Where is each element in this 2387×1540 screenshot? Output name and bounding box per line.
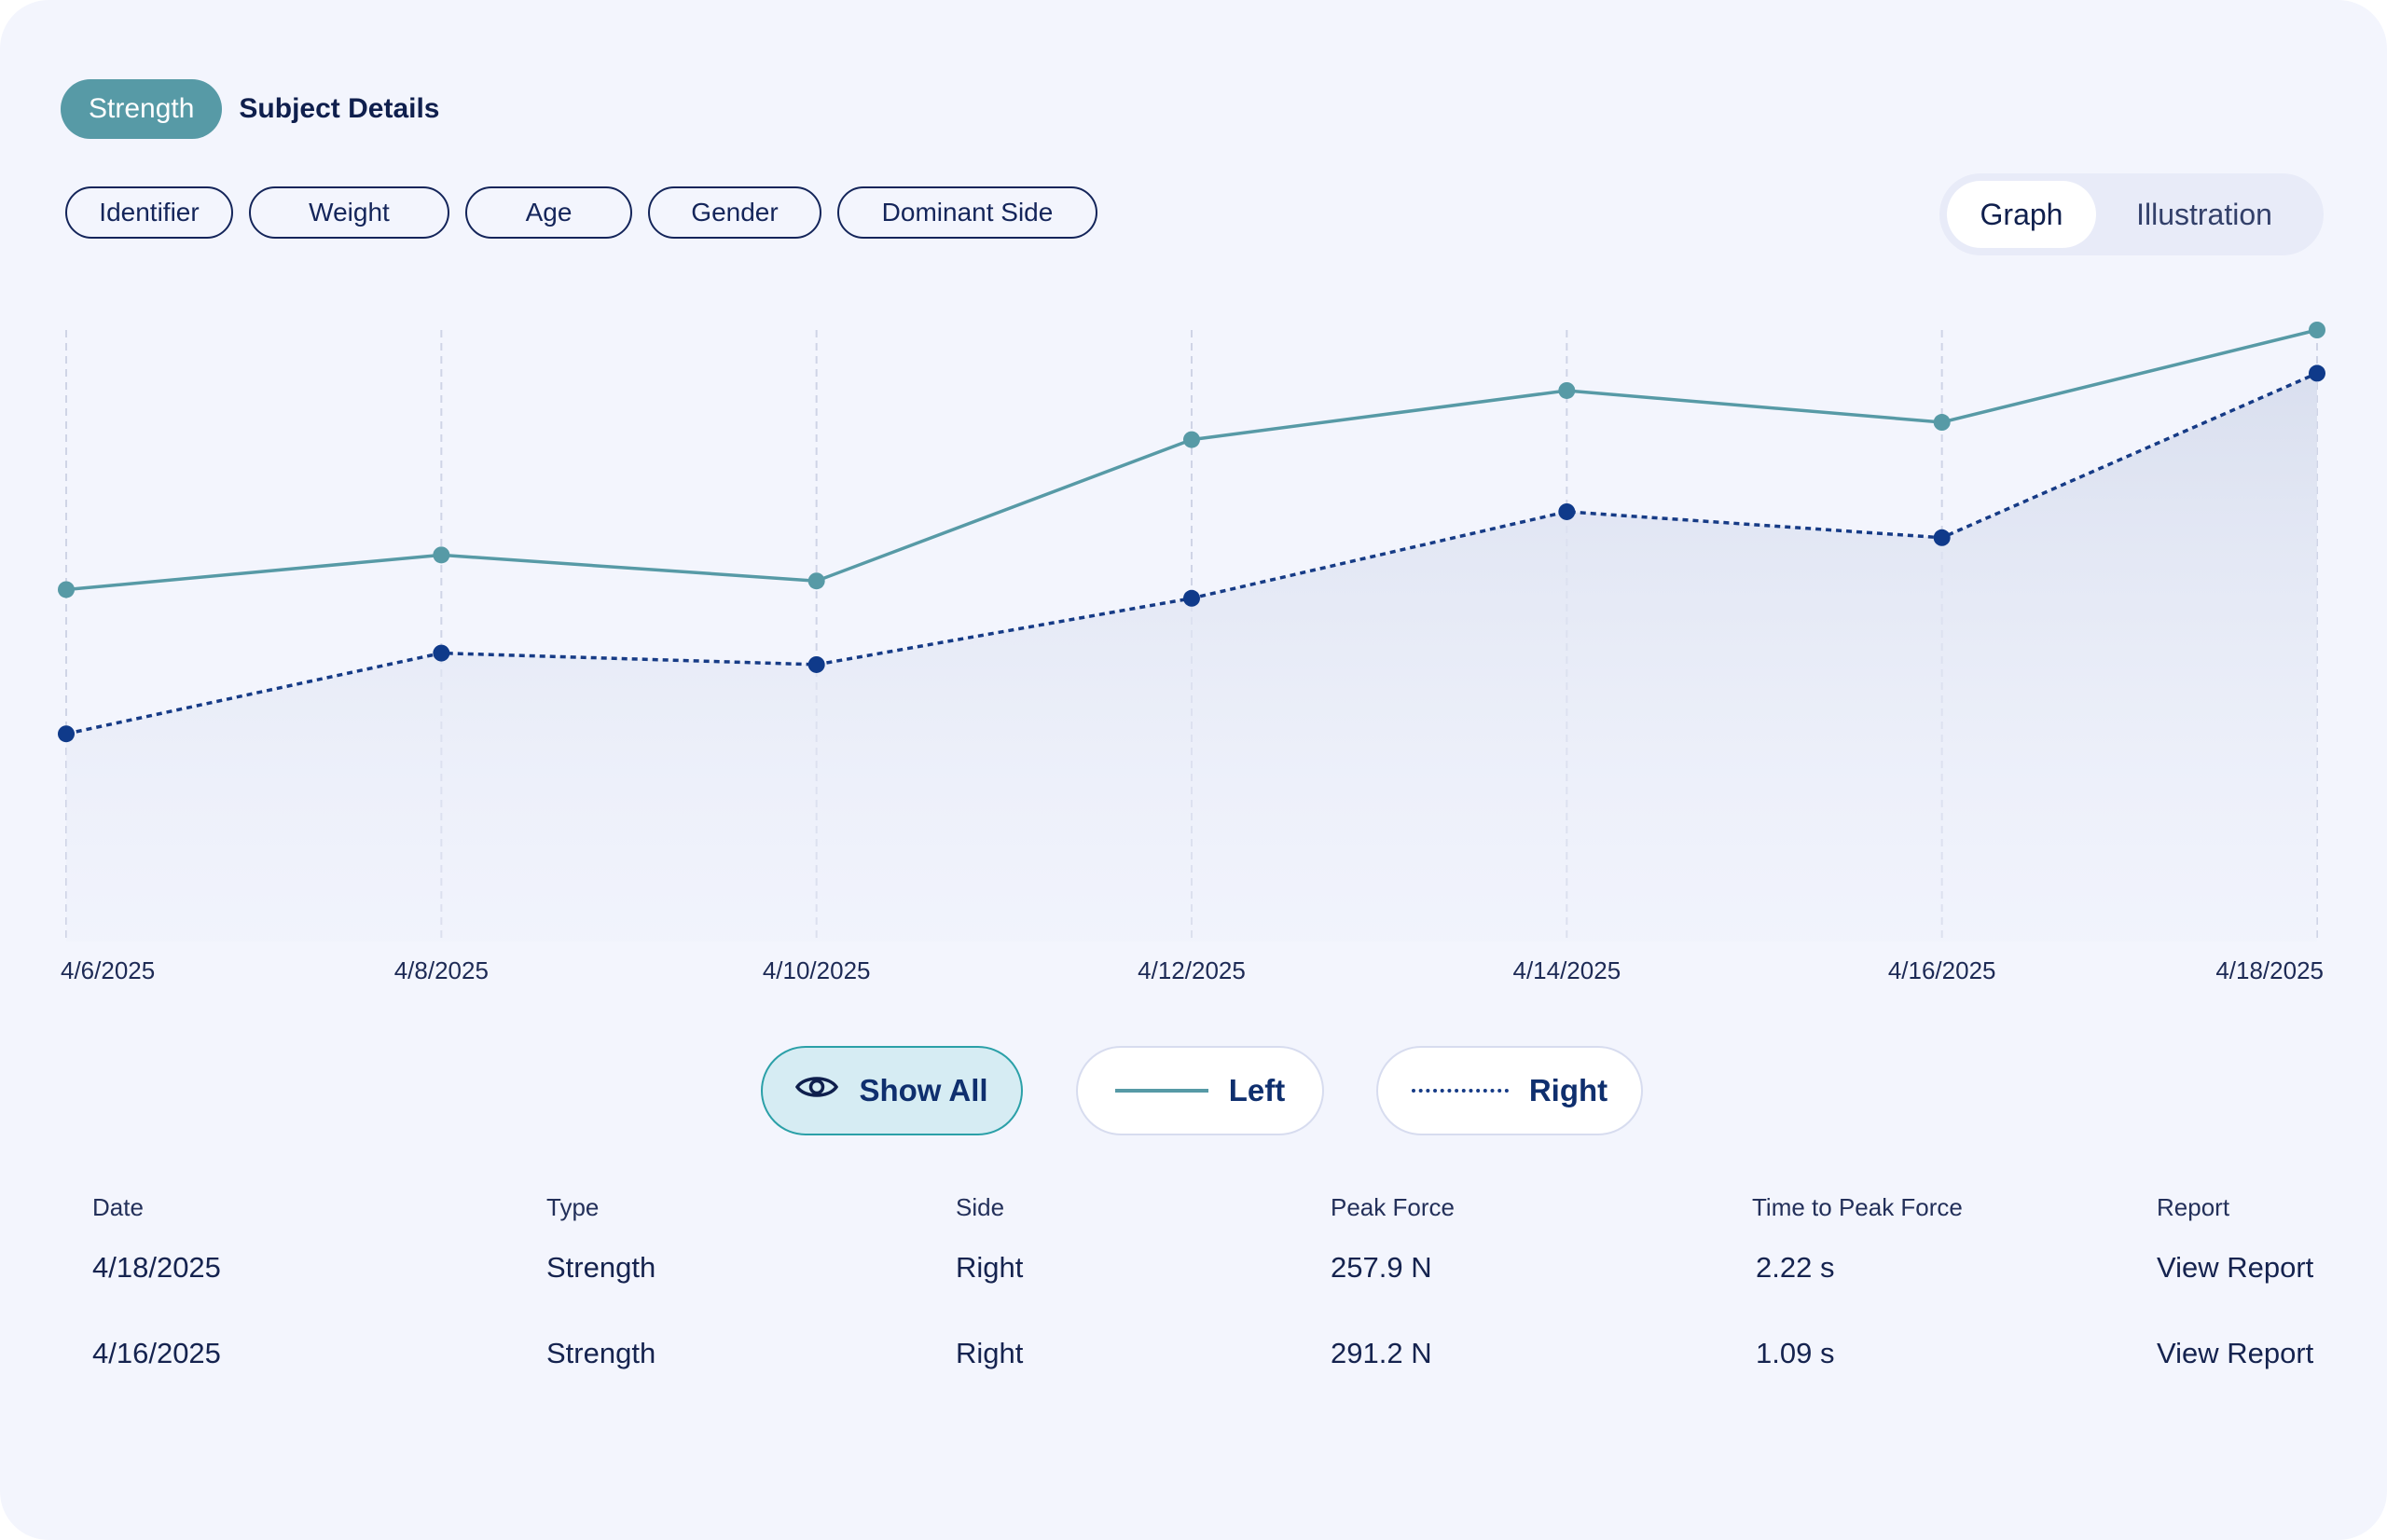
solid-line-icon <box>1114 1089 1208 1093</box>
table-row: 4/18/2025 Strength Right 257.9 N 2.22 s … <box>0 1242 2387 1327</box>
toggle-graph[interactable]: Graph <box>1947 181 2096 248</box>
x-tick-label: 4/12/2025 <box>1138 956 1246 984</box>
legend-right-button[interactable]: Right <box>1376 1046 1643 1135</box>
cell-time-to-peak: 2.22 s <box>1756 1251 1835 1284</box>
header-date: Date <box>92 1193 144 1221</box>
filter-chip-gender[interactable]: Gender <box>648 186 821 239</box>
left-series-point[interactable] <box>1558 381 1576 399</box>
legend-left-label: Left <box>1228 1073 1286 1107</box>
cell-type: Strength <box>546 1337 656 1369</box>
dotted-line-icon <box>1411 1089 1509 1093</box>
x-tick-label: 4/8/2025 <box>394 956 489 984</box>
tab-strength[interactable]: Strength <box>61 79 223 139</box>
header-side: Side <box>956 1193 1005 1221</box>
view-report-link[interactable]: View Report <box>2157 1251 2314 1284</box>
show-all-label: Show All <box>859 1073 988 1107</box>
left-series-point[interactable] <box>58 581 75 598</box>
line-chart: 4/6/2025 4/8/2025 4/10/2025 4/12/2025 4/14/2… <box>58 322 2325 984</box>
view-report-link[interactable]: View Report <box>2157 1337 2314 1369</box>
cell-date: 4/16/2025 <box>92 1337 221 1369</box>
right-series-area <box>66 373 2317 942</box>
results-table: Date Type Side Peak Force Time to Peak F… <box>0 1184 2387 1413</box>
eye-icon <box>795 1073 839 1108</box>
cell-type: Strength <box>546 1251 656 1284</box>
chart-points <box>58 322 2325 743</box>
right-series-point[interactable] <box>1558 502 1576 520</box>
legend-right-label: Right <box>1528 1073 1608 1107</box>
x-tick-label: 4/18/2025 <box>2215 956 2324 984</box>
x-axis-labels: 4/6/2025 4/8/2025 4/10/2025 4/12/2025 4/14/2… <box>61 956 2324 984</box>
top-tabs: Strength Subject Details <box>61 79 457 139</box>
show-all-button[interactable]: Show All <box>761 1046 1023 1135</box>
right-series-point[interactable] <box>58 725 75 743</box>
right-series-point[interactable] <box>807 655 825 673</box>
right-series-point[interactable] <box>2309 364 2325 382</box>
legend-left-button[interactable]: Left <box>1076 1046 1324 1135</box>
table-header: Date Type Side Peak Force Time to Peak F… <box>0 1184 2387 1242</box>
left-series-point[interactable] <box>433 546 450 564</box>
view-toggle: Graph Illustration <box>1939 173 2324 255</box>
right-series-point[interactable] <box>1183 589 1200 607</box>
cell-peak-force: 257.9 N <box>1331 1251 1432 1284</box>
header-peak-force: Peak Force <box>1331 1193 1455 1221</box>
filter-chip-dominant-side[interactable]: Dominant Side <box>837 186 1097 239</box>
table-row: 4/16/2025 Strength Right 291.2 N 1.09 s … <box>0 1327 2387 1413</box>
x-tick-label: 4/16/2025 <box>1888 956 1996 984</box>
cell-side: Right <box>956 1337 1024 1369</box>
cell-date: 4/18/2025 <box>92 1251 221 1284</box>
header-report: Report <box>2157 1193 2230 1221</box>
header-time-to-peak: Time to Peak Force <box>1752 1193 1963 1221</box>
filter-chip-identifier[interactable]: Identifier <box>65 186 233 239</box>
x-tick-label: 4/6/2025 <box>61 956 155 984</box>
left-series-point[interactable] <box>1933 414 1951 432</box>
cell-time-to-peak: 1.09 s <box>1756 1337 1835 1369</box>
filter-chips: Identifier Weight Age Gender Dominant Si… <box>65 186 1097 239</box>
x-tick-label: 4/10/2025 <box>763 956 871 984</box>
left-series-point[interactable] <box>807 572 825 590</box>
filter-chip-age[interactable]: Age <box>465 186 632 239</box>
header-type: Type <box>546 1193 600 1221</box>
left-series-point[interactable] <box>1183 431 1200 448</box>
x-tick-label: 4/14/2025 <box>1512 956 1621 984</box>
right-series-point[interactable] <box>1933 529 1951 546</box>
filter-chip-weight[interactable]: Weight <box>249 186 449 239</box>
left-series-point[interactable] <box>2309 322 2325 338</box>
toggle-illustration[interactable]: Illustration <box>2136 197 2272 231</box>
legend: Show All Left Right <box>0 1046 2387 1139</box>
tab-subject-details[interactable]: Subject Details <box>239 93 440 124</box>
right-series-point[interactable] <box>433 644 450 662</box>
cell-peak-force: 291.2 N <box>1331 1337 1432 1369</box>
cell-side: Right <box>956 1251 1024 1284</box>
